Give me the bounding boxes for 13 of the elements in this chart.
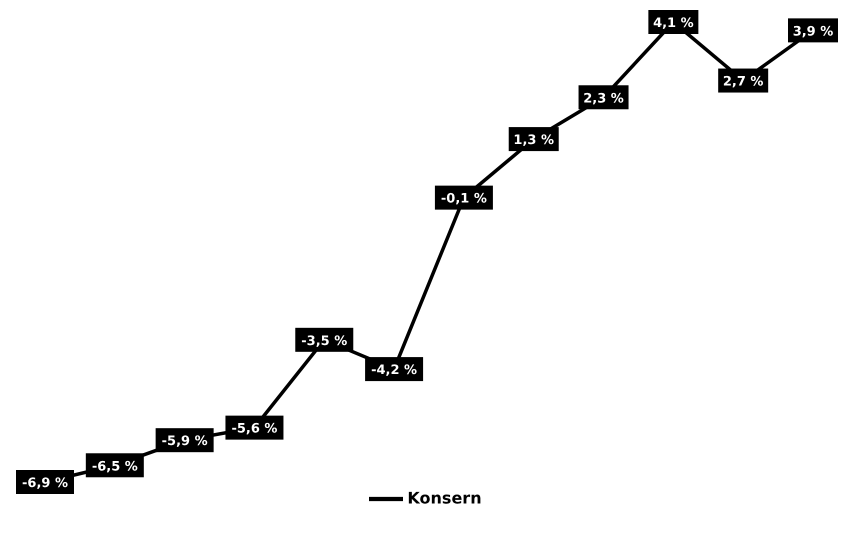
- data-label: 2,7 %: [722, 74, 764, 90]
- data-label: 3,9 %: [792, 24, 834, 40]
- data-label: -4,2 %: [371, 363, 418, 378]
- data-label: 2,3 %: [583, 91, 624, 106]
- data-label: -5,6 %: [231, 422, 278, 437]
- data-label: -6,5 %: [92, 459, 138, 474]
- data-label: -5,9 %: [162, 434, 208, 450]
- data-label: -0,1 %: [440, 192, 487, 207]
- data-label: -3,5 %: [301, 334, 348, 349]
- data-label: -6,9 %: [22, 476, 68, 491]
- data-label: 4,1 %: [653, 16, 694, 31]
- data-label: 1,3 %: [513, 133, 554, 148]
- legend-label: Konsern: [407, 488, 482, 508]
